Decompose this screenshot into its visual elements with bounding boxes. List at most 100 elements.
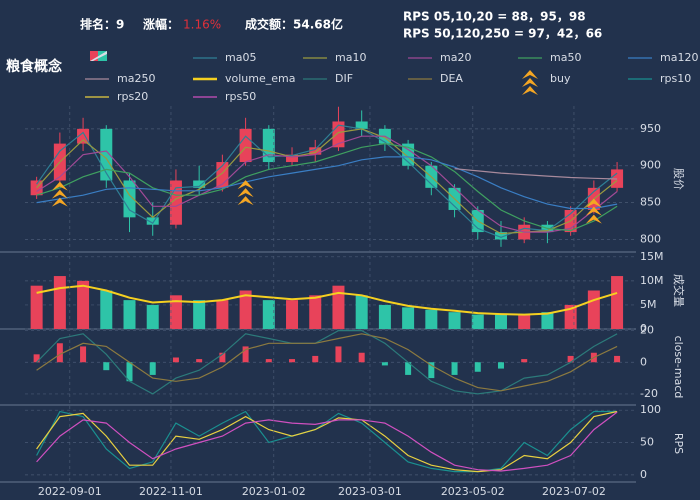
volume-bar <box>146 304 159 329</box>
legend-marker <box>522 70 538 95</box>
legend-label: ma120 <box>660 51 698 64</box>
macd-bar <box>405 362 412 375</box>
macd-bar <box>289 359 296 363</box>
candle-body <box>146 217 159 225</box>
macd-bar <box>474 362 481 372</box>
volume-bar <box>262 300 275 329</box>
y-axis-label: 成交量 <box>672 274 686 307</box>
macd-bar <box>172 357 179 363</box>
volume-bar <box>425 309 438 329</box>
volume-bar <box>193 300 206 329</box>
y-tick-label: 20 <box>640 324 654 337</box>
macd-bar <box>33 354 40 363</box>
macd-bar <box>196 359 203 363</box>
x-tick-label: 2022-11-01 <box>139 485 203 498</box>
macd-bar <box>614 355 621 363</box>
y-tick-label: 0 <box>640 355 647 368</box>
volume-bar <box>169 295 182 329</box>
series-line <box>36 411 618 472</box>
turnover: 成交额：54.68亿 <box>245 17 343 32</box>
x-tick-label: 2022-09-01 <box>38 485 102 498</box>
y-tick-label: 5M <box>640 298 657 311</box>
volume-bar <box>448 312 461 329</box>
candle-legend-icon <box>90 51 107 61</box>
macd-bar <box>358 352 365 363</box>
candle-body <box>494 232 507 240</box>
series-line <box>36 284 618 316</box>
volume-bar <box>587 290 600 329</box>
volume-bar <box>378 304 391 329</box>
macd-bar <box>265 359 272 363</box>
volume-bar <box>286 300 299 329</box>
y-tick-label: 900 <box>640 159 661 172</box>
series-line <box>454 168 618 180</box>
y-tick-label: 950 <box>640 122 661 135</box>
legend-label: ma05 <box>225 51 256 64</box>
change-value: 1.16% <box>183 18 221 32</box>
macd-bar <box>126 362 133 382</box>
macd-bar <box>567 355 574 363</box>
volume-bar <box>494 314 507 329</box>
macd-bar <box>335 346 342 363</box>
series-line <box>36 135 618 233</box>
candle-body <box>30 180 43 196</box>
x-tick-label: 2023-05-02 <box>441 485 505 498</box>
macd-bar <box>219 352 226 363</box>
volume-bar <box>471 314 484 329</box>
legend-label: rps50 <box>225 90 256 103</box>
volume-bar <box>355 295 368 329</box>
y-axis-label: close-macd <box>672 336 685 399</box>
series-line <box>36 128 618 235</box>
volume-bar <box>402 307 415 329</box>
y-tick-label: 0 <box>640 322 647 335</box>
rps-long: RPS 50,120,250 = 97，42，66 <box>403 27 602 41</box>
legend-label: volume_ema <box>225 72 295 85</box>
legend-label: ma20 <box>440 51 471 64</box>
change-label: 涨幅： <box>143 17 179 32</box>
buy-marker <box>51 181 68 207</box>
volume-bar <box>239 290 252 329</box>
series-line <box>36 410 618 473</box>
y-tick-label: 100 <box>640 403 661 416</box>
legend-label: DIF <box>335 72 353 85</box>
volume-bar <box>216 300 229 329</box>
macd-bar <box>428 362 435 379</box>
y-axis-label: RPS <box>672 433 685 454</box>
y-tick-label: 50 <box>640 436 654 449</box>
series-line <box>36 410 618 473</box>
y-tick-label: -20 <box>640 387 658 400</box>
volume-bar <box>100 290 113 329</box>
legend-label: ma250 <box>117 72 155 85</box>
candle-body <box>309 147 322 155</box>
x-tick-label: 2023-07-02 <box>542 485 606 498</box>
rps-short: RPS 05,10,20 = 88，95，98 <box>403 10 586 24</box>
series-line <box>36 333 618 392</box>
macd-bar <box>497 362 504 369</box>
volume-bar <box>30 285 43 329</box>
rank: 排名：9 <box>80 17 124 32</box>
chart-title: 粮食概念 <box>6 58 63 75</box>
y-tick-label: 15M <box>640 250 664 263</box>
macd-bar <box>451 362 458 375</box>
buy-marker <box>237 180 254 206</box>
y-tick-label: 10M <box>640 274 664 287</box>
candle-body <box>286 154 299 163</box>
candle-body <box>193 180 206 188</box>
y-tick-label: 800 <box>640 232 661 245</box>
x-tick-label: 2023-03-01 <box>338 485 402 498</box>
volume-bar <box>611 276 624 329</box>
x-tick-label: 2023-01-02 <box>242 485 306 498</box>
legend-label: rps10 <box>660 72 691 85</box>
volume-bar <box>541 312 554 329</box>
candle-body <box>239 128 252 163</box>
volume-bar <box>332 285 345 329</box>
candle-body <box>355 121 368 129</box>
macd-bar <box>103 362 110 371</box>
y-tick-label: 0 <box>640 468 647 481</box>
volume-bar <box>123 300 136 329</box>
series-line <box>36 156 618 210</box>
buy-marker <box>585 198 602 224</box>
legend-label: DEA <box>440 72 463 85</box>
macd-bar <box>149 362 156 375</box>
